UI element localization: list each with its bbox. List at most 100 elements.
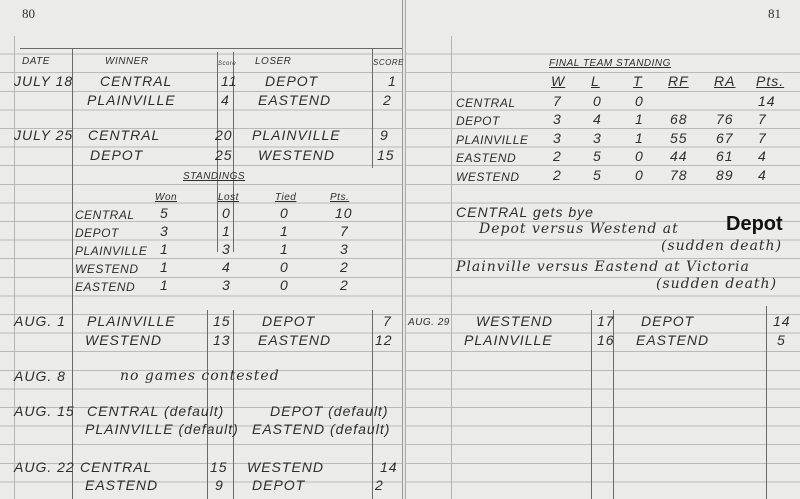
winner-score: 17	[597, 313, 615, 329]
game-winner: PLAINVILLE	[464, 332, 553, 348]
game-loser: EASTEND (default)	[252, 421, 391, 437]
final-rf-cell: 55	[670, 129, 688, 146]
game-loser: WESTEND	[247, 459, 324, 475]
final-ra-cell: 67	[716, 129, 734, 146]
game-date: AUG. 22	[14, 459, 75, 475]
standings-tied: 0	[280, 205, 289, 221]
final-w-cell: 2	[553, 148, 562, 165]
game-winner: CENTRAL (default)	[87, 403, 225, 419]
final-ra-cell: 61	[716, 148, 734, 165]
standings-team: DEPOT	[75, 226, 119, 240]
final-t-cell: 0	[635, 93, 644, 109]
final-team-cell: CENTRAL	[456, 96, 516, 110]
standings-tied: 1	[280, 223, 289, 239]
final-header-ra: RA	[714, 73, 736, 89]
header-winner: WINNER	[105, 56, 149, 67]
standings-lost: 1	[222, 223, 231, 239]
final-w-cell: 3	[553, 129, 562, 146]
header-loser-score: SCORE	[373, 58, 404, 67]
winner-score: 20	[215, 127, 233, 143]
standings-pts: 2	[340, 277, 349, 293]
left-ledger-page: 80 DATE WINNER Score LOSER SCORE JULY 18…	[0, 0, 403, 499]
final-l-cell: 5	[593, 166, 602, 183]
date-column-divider	[72, 48, 73, 499]
standings-header-pts: Pts.	[330, 192, 350, 203]
final-t-cell: 1	[635, 129, 644, 146]
final-rf-cell: 78	[670, 166, 688, 183]
game-winner: WESTEND	[85, 332, 162, 348]
final-t-cell: 0	[635, 166, 644, 183]
standings-team: CENTRAL	[75, 208, 135, 222]
playoff-game-1-note: (sudden death)	[661, 238, 783, 254]
game-winner: PLAINVILLE (default)	[85, 421, 239, 437]
standings-lost: 3	[222, 241, 231, 257]
header-loser: LOSER	[255, 56, 292, 67]
score-column-divider	[233, 52, 234, 252]
final-header-pts: Pts.	[756, 73, 785, 89]
final-header-rf: RF	[668, 73, 689, 89]
header-winner-score: Score	[218, 61, 237, 67]
final-header-l: L	[591, 73, 600, 89]
playoff-game-2: Plainville versus Eastend at Victoria	[456, 259, 750, 275]
final-l-cell: 5	[593, 148, 602, 165]
winner-score: 15	[213, 313, 231, 329]
game-loser: DEPOT (default)	[270, 403, 389, 419]
game-loser: DEPOT	[265, 73, 319, 89]
standings-pts: 7	[340, 223, 349, 239]
loser-score: 14	[773, 313, 791, 329]
standings-won: 3	[160, 223, 169, 239]
loser-score: 2	[383, 92, 392, 108]
final-team-cell: WESTEND	[456, 169, 520, 184]
game-loser: WESTEND	[258, 147, 335, 163]
header-date: DATE	[22, 56, 50, 67]
standings-tied: 1	[280, 241, 289, 257]
no-games-note: no games contested	[120, 368, 280, 384]
standings-header-lost: Lost	[218, 192, 239, 203]
standings-header-won: Won	[155, 192, 178, 203]
final-l-cell: 4	[593, 111, 602, 128]
final-w-cell: 3	[553, 111, 562, 128]
standings-lost: 3	[222, 277, 231, 293]
standings-won: 5	[160, 205, 169, 221]
game-loser: EASTEND	[636, 332, 710, 348]
standings-tied: 0	[280, 259, 289, 275]
score-column-divider	[217, 52, 218, 252]
final-pts-cell: 4	[758, 148, 767, 165]
winner-score: 4	[221, 92, 230, 108]
playoff-game-2-note: (sudden death)	[656, 276, 778, 292]
margin-line	[14, 36, 15, 499]
bye-note: CENTRAL gets bye	[456, 204, 594, 220]
loser-score: 15	[377, 147, 395, 163]
game-date: JULY 18	[14, 73, 74, 89]
loser-score: 2	[375, 477, 384, 493]
winner-score: 11	[221, 73, 238, 89]
loser-score: 12	[375, 332, 393, 348]
loser-score: 14	[380, 459, 398, 475]
game-loser: PLAINVILLE	[252, 127, 341, 143]
game-date: JULY 25	[14, 127, 74, 143]
score-column-divider	[372, 310, 373, 499]
final-team-cell: DEPOT	[456, 114, 500, 129]
final-ra-cell: 76	[716, 111, 734, 128]
game-winner: PLAINVILLE	[87, 313, 176, 329]
game-winner: EASTEND	[85, 477, 159, 493]
final-l-cell: 0	[593, 93, 602, 109]
standings-team: EASTEND	[75, 280, 136, 294]
standings-title: STANDINGS	[183, 171, 246, 182]
game-loser: DEPOT	[262, 313, 316, 329]
game-loser: EASTEND	[258, 92, 332, 108]
final-ra-cell: 89	[716, 166, 734, 183]
page-number: 81	[768, 6, 781, 21]
final-pts-cell: 7	[758, 111, 767, 128]
page-header-margin	[0, 0, 402, 36]
game-date: AUG. 29	[408, 317, 450, 328]
final-pts-cell: 7	[758, 129, 767, 146]
game-winner: WESTEND	[476, 313, 553, 329]
loser-score: 5	[777, 332, 786, 348]
playoff-game-1-site: Depot	[726, 213, 783, 235]
standings-won: 1	[160, 259, 169, 275]
final-header-t: T	[633, 73, 643, 89]
final-header-w: W	[551, 73, 566, 89]
final-team-cell: EASTEND	[456, 151, 517, 166]
game-winner: DEPOT	[90, 147, 144, 163]
